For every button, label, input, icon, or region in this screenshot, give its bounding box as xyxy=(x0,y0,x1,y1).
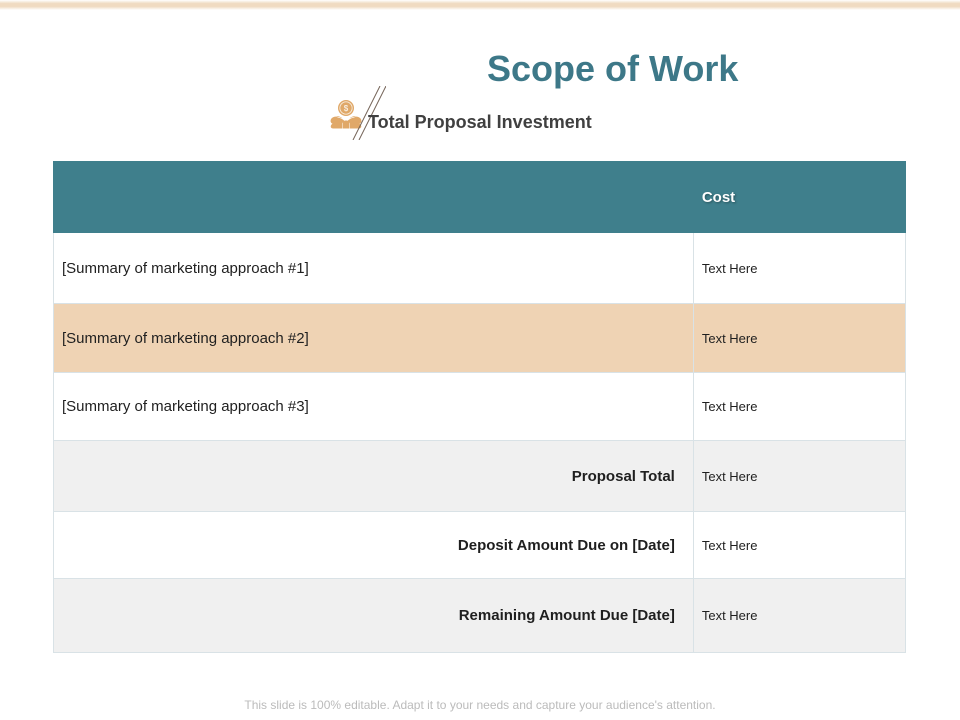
svg-text:$: $ xyxy=(344,104,349,113)
